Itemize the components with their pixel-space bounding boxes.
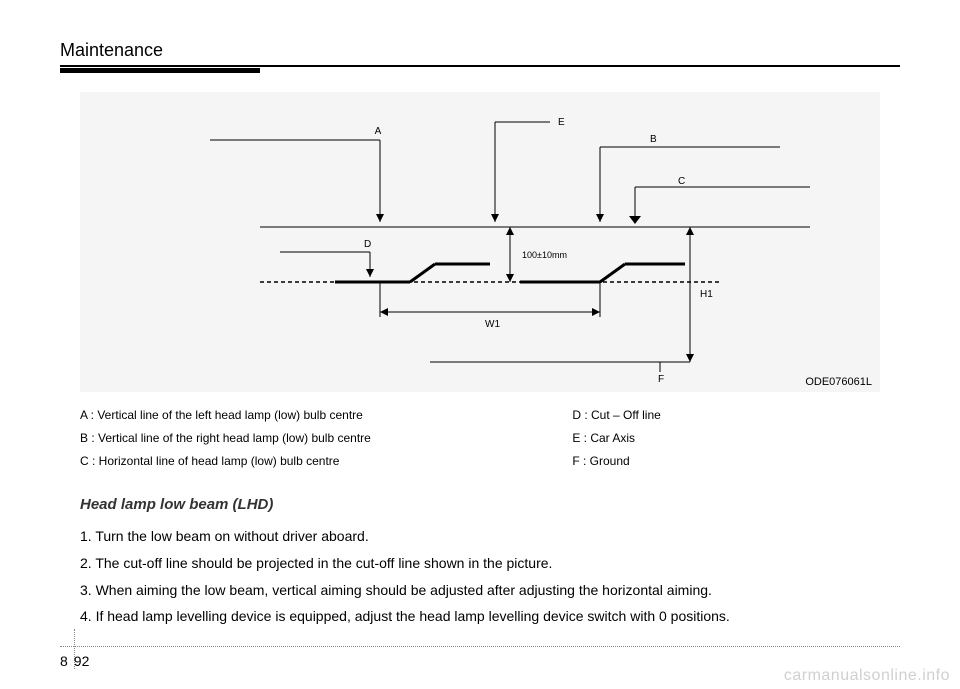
step-3: 3. When aiming the low beam, vertical ai… (80, 577, 880, 604)
step-1: 1. Turn the low beam on without driver a… (80, 523, 880, 550)
diagram-label-c: C (678, 176, 685, 187)
body-text: 1. Turn the low beam on without driver a… (80, 523, 880, 629)
diagram-label-b: B (650, 134, 657, 145)
diagram-label-f: F (658, 374, 664, 385)
diagram-measure-text: 100±10mm (522, 250, 567, 260)
watermark: carmanualsonline.info (784, 667, 950, 685)
step-4: 4. If head lamp levelling device is equi… (80, 603, 880, 630)
diagram-label-w1: W1 (485, 319, 500, 330)
legend-d: D : Cut – Off line (572, 404, 880, 427)
legend-a: A : Vertical line of the left head lamp … (80, 404, 572, 427)
diagram-label-a: A (375, 126, 382, 137)
footer-dotted-rule (60, 646, 900, 647)
legend-b: B : Vertical line of the right head lamp… (80, 427, 572, 450)
diagram-label-d: D (364, 239, 371, 250)
diagram-label-e: E (558, 117, 565, 128)
headlamp-aiming-diagram: A E B C D 100±10mm W1 H1 F ODE076061L (80, 92, 880, 392)
figure-code: ODE076061L (805, 376, 872, 388)
legend-f: F : Ground (572, 450, 880, 473)
legend-e: E : Car Axis (572, 427, 880, 450)
legend-c: C : Horizontal line of head lamp (low) b… (80, 450, 572, 473)
header-rule (60, 65, 900, 67)
page-header-title: Maintenance (60, 40, 900, 61)
section-heading: Head lamp low beam (LHD) (80, 496, 880, 513)
diagram-label-h1: H1 (700, 289, 713, 300)
page-footer: 892 (60, 646, 900, 669)
chapter-number: 8 (60, 653, 74, 669)
page-number: 92 (74, 653, 90, 669)
step-2: 2. The cut-off line should be projected … (80, 550, 880, 577)
diagram-legend: A : Vertical line of the left head lamp … (80, 404, 880, 472)
